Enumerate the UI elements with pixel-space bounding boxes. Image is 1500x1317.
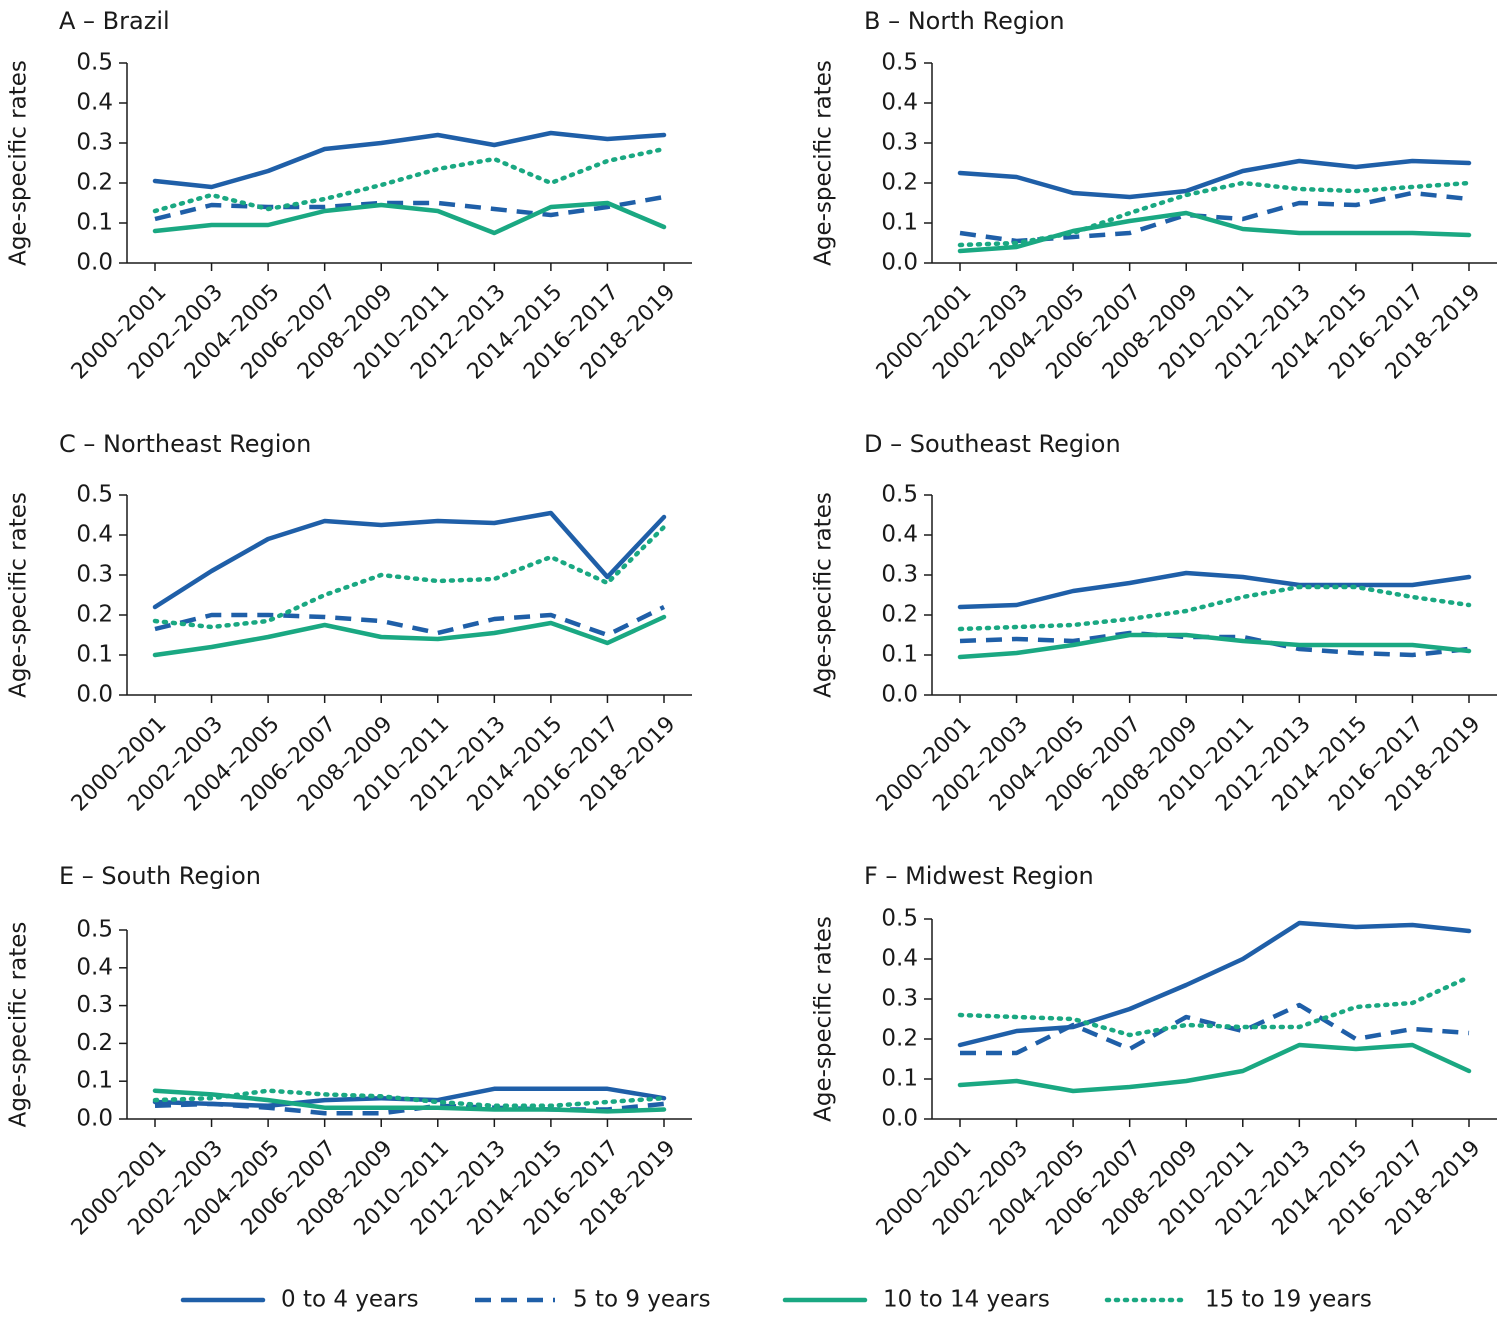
series-line-5-to-9-years — [154, 604, 665, 638]
y-tick-label: 0.3 — [76, 130, 113, 156]
chart-panel-c: C – Northeast Region 0.0 0.1 0.2 0.3 0.4 0.5 Ag… — [6, 430, 692, 816]
y-tick-label: 0.0 — [76, 1106, 113, 1132]
series-line-10-to-14-years — [152, 200, 667, 236]
y-tick-label: 0.5 — [881, 482, 918, 508]
series-line-10-to-14-years — [957, 1042, 1472, 1094]
panel-title: C – Northeast Region — [59, 430, 311, 458]
y-tick-label: 0.1 — [881, 1066, 918, 1092]
y-tick-label: 0.0 — [881, 682, 918, 708]
series-line-15-to-19-years — [957, 974, 1472, 1038]
series-line-5-to-9-years — [960, 1002, 1470, 1056]
y-tick-label: 0.2 — [76, 170, 113, 196]
series-line-10-to-14-years — [957, 632, 1472, 660]
y-tick-label: 0.5 — [881, 50, 918, 76]
chart-panel-b: B – North Region 0.0 0.1 0.2 0.3 0.4 0.5 Age-sp… — [811, 7, 1497, 384]
y-tick-label: 0.4 — [881, 90, 918, 116]
y-axis-title: Age-specific rates — [811, 60, 837, 266]
y-tick-label: 0.2 — [881, 602, 918, 628]
y-tick-label: 0.5 — [76, 482, 113, 508]
y-tick-label: 0.1 — [76, 1068, 113, 1094]
y-tick-label: 0.0 — [76, 682, 113, 708]
series-line-15-to-19-years — [957, 584, 1472, 632]
panel-title: D – Southeast Region — [864, 430, 1121, 458]
legend-label: 0 to 4 years — [281, 1287, 419, 1313]
y-axis-title: Age-specific rates — [6, 60, 32, 266]
series-line-5-to-9-years — [154, 194, 665, 222]
y-tick-label: 0.5 — [76, 50, 113, 76]
y-tick-label: 0.3 — [881, 130, 918, 156]
y-tick-label: 0.2 — [881, 170, 918, 196]
y-axis-title: Age-specific rates — [811, 492, 837, 698]
y-axis-title: Age-specific rates — [6, 492, 32, 698]
y-tick-label: 0.2 — [76, 602, 113, 628]
series-line-15-to-19-years — [152, 524, 667, 630]
y-tick-label: 0.3 — [881, 562, 918, 588]
series-line-5-to-9-years — [959, 630, 1470, 658]
series-line-15-to-19-years — [152, 146, 667, 214]
panel-title: A – Brazil — [59, 7, 170, 35]
series-line-0-to-4-years — [957, 570, 1472, 610]
legend-label: 10 to 14 years — [883, 1287, 1050, 1313]
y-tick-label: 0.1 — [76, 210, 113, 236]
legend-label: 15 to 19 years — [1205, 1287, 1372, 1313]
series-line-10-to-14-years — [152, 614, 667, 658]
y-tick-label: 0.4 — [76, 954, 113, 980]
y-tick-label: 0.4 — [881, 946, 918, 972]
series-line-15-to-19-years — [152, 1088, 667, 1109]
panel-title: B – North Region — [864, 7, 1065, 35]
chart-panel-e: E – South Region 0.0 0.1 0.2 0.3 0.4 0.5 Age-sp… — [6, 862, 692, 1240]
chart-panel-f: F – Midwest Region 0.0 0.1 0.2 0.3 0.4 0.5 Age-… — [811, 862, 1497, 1240]
panel-title: E – South Region — [59, 862, 261, 890]
series-line-15-to-19-years — [957, 180, 1472, 248]
series-line-0-to-4-years — [957, 920, 1472, 1048]
y-tick-label: 0.3 — [76, 992, 113, 1018]
y-tick-label: 0.4 — [76, 90, 113, 116]
series-line-10-to-14-years — [957, 210, 1472, 254]
y-tick-label: 0.5 — [76, 917, 113, 943]
series-line-0-to-4-years — [152, 510, 667, 610]
y-tick-label: 0.5 — [881, 906, 918, 932]
y-axis-title: Age-specific rates — [6, 922, 32, 1128]
y-tick-label: 0.4 — [76, 522, 113, 548]
y-tick-label: 0.3 — [76, 562, 113, 588]
y-tick-label: 0.1 — [881, 210, 918, 236]
y-tick-label: 0.0 — [881, 1106, 918, 1132]
chart-panel-d: D – Southeast Region 0.0 0.1 0.2 0.3 0.4 0.5 Ag… — [811, 430, 1497, 816]
y-tick-label: 0.1 — [76, 642, 113, 668]
y-tick-label: 0.4 — [881, 522, 918, 548]
legend: 0 to 4 years 5 to 9 years 10 to 14 years 15… — [180, 1287, 1372, 1313]
panel-title: F – Midwest Region — [864, 862, 1094, 890]
series-line-10-to-14-years — [152, 1088, 667, 1114]
y-tick-label: 0.0 — [76, 250, 113, 276]
chart-panel-a: A – Brazil 0.0 0.1 0.2 0.3 0.4 0.5 Age-specific… — [6, 7, 692, 384]
legend-label: 5 to 9 years — [573, 1287, 711, 1313]
y-tick-label: 0.3 — [881, 986, 918, 1012]
y-tick-label: 0.2 — [76, 1030, 113, 1056]
y-tick-label: 0.1 — [881, 642, 918, 668]
series-line-0-to-4-years — [957, 158, 1472, 200]
y-tick-label: 0.0 — [881, 250, 918, 276]
y-axis-title: Age-specific rates — [811, 916, 837, 1122]
y-tick-label: 0.2 — [881, 1026, 918, 1052]
series-line-0-to-4-years — [152, 130, 667, 190]
